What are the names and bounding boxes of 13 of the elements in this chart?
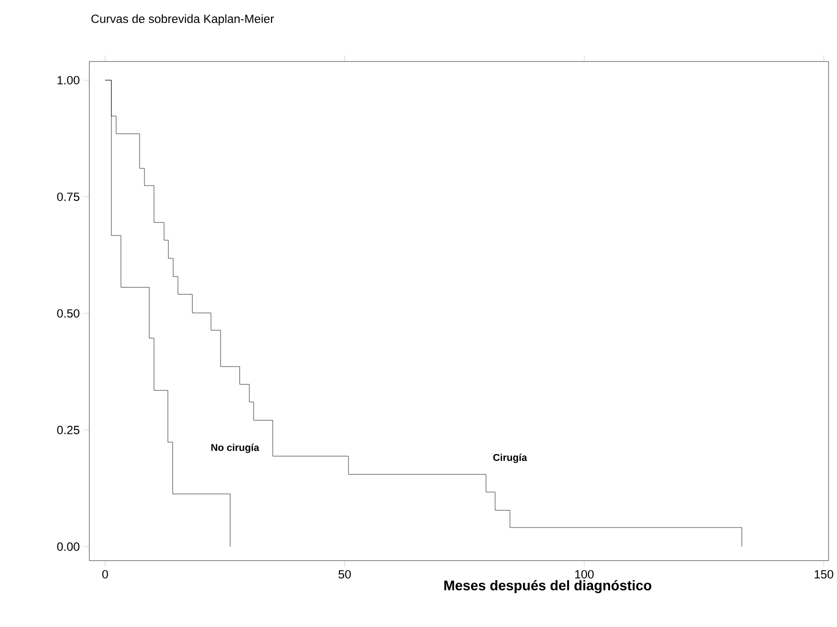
annotation: No cirugía [211,444,260,453]
y-tick-label: 1.00 [58,76,80,84]
x-axis-title: Meses después del diagnóstico [444,580,652,594]
y-tick-label: 0.75 [57,192,80,201]
y-tick-label: 0.00 [57,542,80,551]
x-tick-label: 150 [814,570,834,578]
annotation: Cirugía [493,454,528,463]
chart-title: Curvas de sobrevida Kaplan-Meier [91,14,274,26]
x-tick-label: 100 [575,570,594,578]
x-tick-label: 50 [338,570,351,578]
x-tick-label: 0 [102,570,108,578]
y-tick-label: 0.25 [57,426,80,434]
y-tick-label: 0.50 [57,309,80,318]
